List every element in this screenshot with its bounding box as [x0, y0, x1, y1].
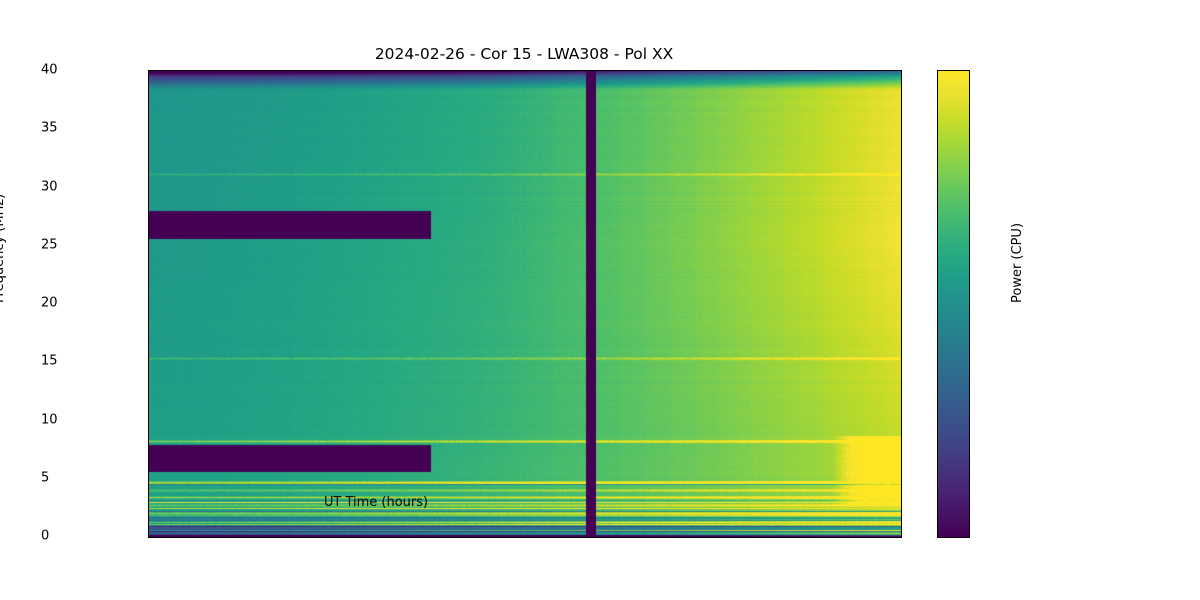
x-tick-minor — [278, 537, 279, 538]
x-tick-minor — [185, 537, 186, 538]
y-tick — [148, 109, 149, 110]
chart-title: 2024-02-26 - Cor 15 - LWA308 - Pol XX — [374, 45, 674, 63]
colorbar-tick — [969, 188, 970, 189]
x-tick-minor — [870, 537, 871, 538]
x-tick-minor — [808, 537, 809, 538]
colorbar-tick — [969, 129, 970, 130]
x-tick — [216, 537, 217, 538]
colorbar-tick — [969, 304, 970, 305]
colorbar-tick — [969, 246, 970, 247]
y-tick — [148, 365, 149, 366]
x-tick — [839, 537, 840, 538]
colorbar-tick-label: 5 — [41, 470, 50, 486]
x-tick — [340, 537, 341, 538]
colorbar-tick-label: 25 — [41, 237, 58, 253]
colorbar — [937, 70, 970, 538]
colorbar-gradient — [938, 71, 969, 537]
x-tick-minor — [434, 537, 435, 538]
x-tick-minor — [683, 537, 684, 538]
x-tick-minor — [652, 537, 653, 538]
colorbar-tick — [969, 362, 970, 363]
colorbar-label: Power (CPU) — [1010, 222, 1025, 303]
y-axis-label: Frequency (MHz) — [0, 193, 7, 303]
x-tick-minor — [745, 537, 746, 538]
colorbar-tick-label: 40 — [41, 62, 58, 78]
spectrogram-axes: 468101214 — [148, 70, 902, 538]
y-tick — [148, 237, 149, 238]
x-tick-minor — [153, 537, 154, 538]
colorbar-tick — [969, 71, 970, 72]
colorbar-tick-label: 0 — [41, 528, 50, 544]
colorbar-tick-label: 10 — [41, 412, 58, 427]
x-tick-minor — [527, 537, 528, 538]
colorbar-tick-label: 35 — [41, 120, 58, 136]
colorbar-tick — [969, 421, 970, 422]
x-axis-label: UT Time (hours) — [323, 495, 429, 510]
y-tick — [148, 429, 149, 430]
x-tick-minor — [621, 537, 622, 538]
colorbar-tick-label: 30 — [41, 179, 58, 194]
x-tick-minor — [371, 537, 372, 538]
x-tick-minor — [247, 537, 248, 538]
x-tick-minor — [901, 537, 902, 538]
colorbar-tick — [969, 537, 970, 538]
x-tick-minor — [309, 537, 310, 538]
y-tick — [148, 493, 149, 494]
x-tick — [589, 537, 590, 538]
colorbar-tick — [969, 479, 970, 480]
colorbar-tick-label: 20 — [41, 295, 58, 311]
spectrogram-image — [149, 71, 901, 537]
x-tick — [714, 537, 715, 538]
y-tick — [148, 301, 149, 302]
x-tick-minor — [776, 537, 777, 538]
y-tick — [148, 173, 149, 174]
x-tick — [465, 537, 466, 538]
x-tick-minor — [403, 537, 404, 538]
x-tick-minor — [496, 537, 497, 538]
x-tick-minor — [558, 537, 559, 538]
colorbar-tick-label: 15 — [41, 353, 58, 369]
